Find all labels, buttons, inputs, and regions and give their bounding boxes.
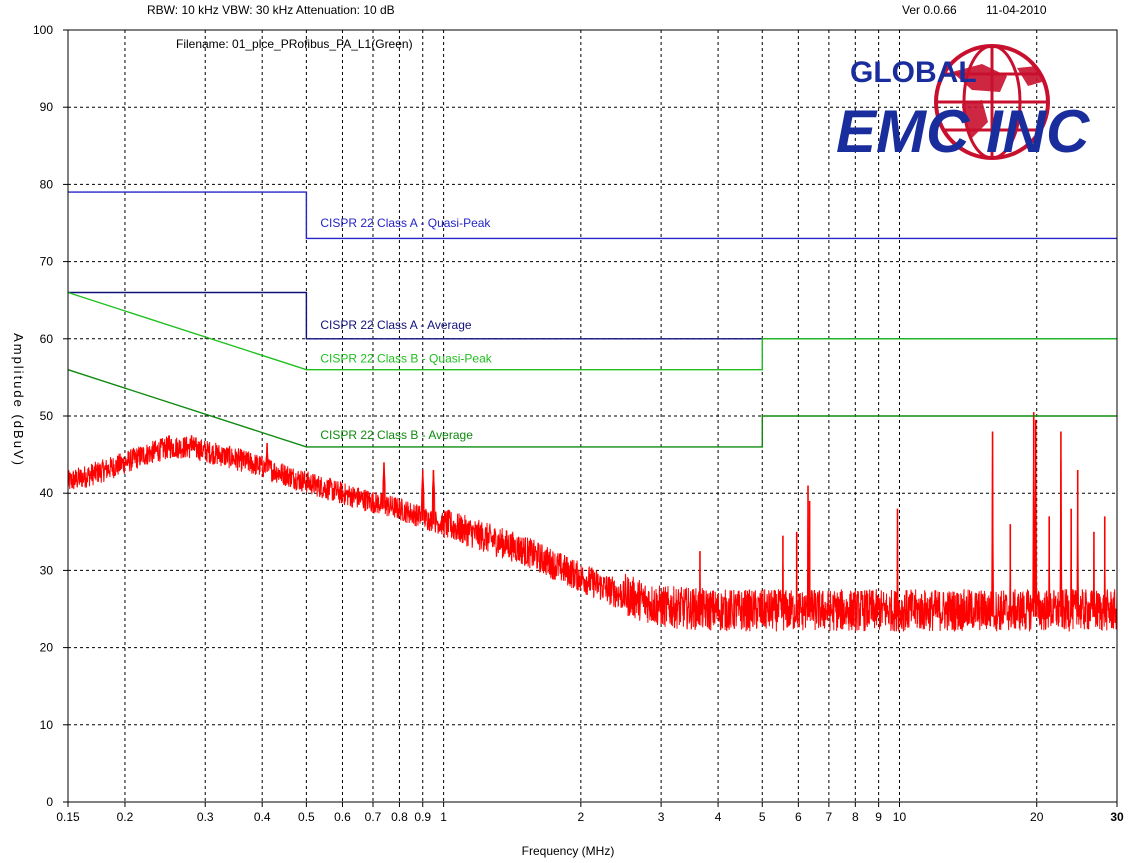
y-tick-label: 50 <box>40 409 54 423</box>
y-tick-label: 90 <box>40 100 54 114</box>
limit-lines: CISPR 22 Class A - Quasi-Peak CISPR 22 Cl… <box>67 191 1117 448</box>
x-tick-label: 0.2 <box>117 810 134 824</box>
signal-line <box>67 425 1118 632</box>
limit-line-label: CISPR 22 Class B - Average <box>320 428 473 442</box>
x-tick-label: 6 <box>795 810 802 824</box>
y-tick-label: 20 <box>40 641 54 655</box>
x-tick-label: 3 <box>658 810 665 824</box>
signal-trace <box>67 412 1118 632</box>
y-tick-label: 10 <box>40 718 54 732</box>
x-tick-label: 4 <box>715 810 722 824</box>
limit-line-label: CISPR 22 Class A - Average <box>320 318 472 332</box>
limit-line <box>67 369 1117 448</box>
x-axis-label: Frequency (MHz) <box>522 844 615 858</box>
limit-line-label: CISPR 22 Class B - Quasi-Peak <box>320 352 492 366</box>
x-axis-ticks: 0.15 0.2 0.3 0.4 0.5 0.6 0.7 0.8 0.9 1 2 3 4 5 6 7 8 9 10 2… <box>56 802 1124 824</box>
y-tick-label: 100 <box>33 23 53 37</box>
x-tick-label: 0.9 <box>414 810 431 824</box>
y-axis-ticks: 0 10 20 30 40 50 60 70 80 90 100 <box>33 23 68 809</box>
y-tick-label: 0 <box>46 795 53 809</box>
logo-word-global: GLOBAL <box>850 56 977 89</box>
x-tick-label: 1 <box>440 810 447 824</box>
limit-line-label: CISPR 22 Class A - Quasi-Peak <box>320 216 491 230</box>
limit-line <box>67 291 1117 371</box>
y-tick-label: 40 <box>40 486 54 500</box>
global-emc-logo: GLOBAL EMC INC <box>836 44 1091 165</box>
globe-icon <box>934 44 1050 160</box>
x-tick-label: 0.5 <box>298 810 315 824</box>
x-tick-label: 7 <box>826 810 833 824</box>
x-tick-label: 0.4 <box>254 810 271 824</box>
y-tick-label: 80 <box>40 177 54 191</box>
date-label: 11-04-2010 <box>986 3 1047 17</box>
measurement-settings: RBW: 10 kHz VBW: 30 kHz Attenuation: 10 … <box>147 3 395 17</box>
y-tick-label: 30 <box>40 563 54 577</box>
y-axis-label: Amplitude (dBuV) <box>11 333 26 467</box>
logo-word-emc: EMC INC <box>836 98 1091 165</box>
x-tick-label: 0.7 <box>365 810 382 824</box>
x-tick-label: 0.8 <box>391 810 408 824</box>
y-tick-label: 60 <box>40 332 54 346</box>
y-tick-label: 70 <box>40 255 54 269</box>
limit-line <box>68 191 1117 240</box>
x-tick-label: 0.15 <box>56 810 80 824</box>
x-tick-label: 8 <box>852 810 859 824</box>
version-label: Ver 0.0.66 <box>902 3 957 17</box>
x-tick-label: 10 <box>893 810 907 824</box>
limit-line <box>68 291 1117 340</box>
x-tick-label: 30 <box>1110 810 1124 824</box>
filename-label: Filename: 01_plce_PRofibus_PA_L1(Green) <box>176 37 413 51</box>
x-tick-label: 9 <box>875 810 882 824</box>
x-tick-label: 0.6 <box>334 810 351 824</box>
x-tick-label: 2 <box>577 810 584 824</box>
x-tick-label: 0.3 <box>197 810 214 824</box>
x-tick-label: 5 <box>759 810 766 824</box>
x-tick-label: 20 <box>1030 810 1044 824</box>
